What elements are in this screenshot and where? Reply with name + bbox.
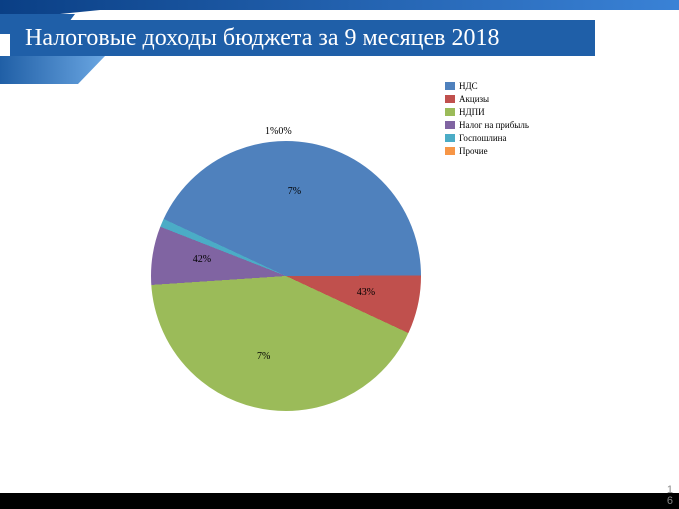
legend-item: НДПИ: [445, 106, 529, 118]
bottom-strip: [0, 493, 679, 509]
slice-label: 7%: [257, 351, 270, 362]
legend-swatch: [445, 82, 455, 90]
legend-item: Прочие: [445, 145, 529, 157]
page-number-digit: 6: [667, 496, 673, 507]
legend-item: Акцизы: [445, 93, 529, 105]
page-number: 16: [667, 485, 673, 507]
slice-label: 42%: [193, 254, 211, 265]
header-decoration-bottom: [0, 56, 105, 84]
pie-chart: 43%7%42%7%1%0%: [150, 140, 420, 410]
slice-label-small: 1%0%: [265, 126, 292, 137]
legend-item: Госпошлина: [445, 132, 529, 144]
legend-label: НДС: [459, 80, 478, 92]
pie-chart-canvas: [150, 140, 422, 412]
legend-label: НДПИ: [459, 106, 485, 118]
legend-swatch: [445, 108, 455, 116]
legend-label: Акцизы: [459, 93, 489, 105]
legend-swatch: [445, 134, 455, 142]
legend-label: Госпошлина: [459, 132, 507, 144]
slide-title: Налоговые доходы бюджета за 9 месяцев 20…: [10, 20, 595, 56]
header-decoration-top: [0, 0, 679, 14]
slice-label: 43%: [357, 287, 375, 298]
legend-label: Прочие: [459, 145, 488, 157]
legend-swatch: [445, 121, 455, 129]
legend-swatch: [445, 95, 455, 103]
chart-legend: НДСАкцизыНДПИНалог на прибыльГоспошлинаП…: [445, 80, 529, 158]
legend-label: Налог на прибыль: [459, 119, 529, 131]
legend-item: Налог на прибыль: [445, 119, 529, 131]
legend-swatch: [445, 147, 455, 155]
slice-label: 7%: [288, 186, 301, 197]
legend-item: НДС: [445, 80, 529, 92]
